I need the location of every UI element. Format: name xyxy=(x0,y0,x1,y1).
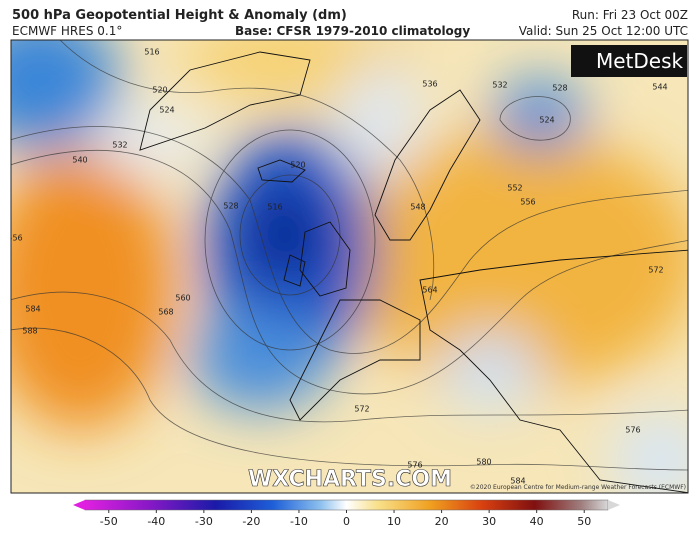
colorbar-end xyxy=(608,500,620,510)
colorbar-tick-label: 30 xyxy=(482,515,496,528)
base: Base: CFSR 1979-2010 climatology xyxy=(235,24,470,38)
contour-label: 528 xyxy=(552,84,567,93)
contour-label: 520 xyxy=(290,161,305,170)
colorbar-tick-label: 50 xyxy=(577,515,591,528)
contour-label: 516 xyxy=(267,203,282,212)
colorbar-tick-label: -40 xyxy=(147,515,165,528)
valid: Valid: Sun 25 Oct 12:00 UTC xyxy=(519,24,688,38)
contour-label: 564 xyxy=(422,286,437,295)
contour-label: 584 xyxy=(510,477,525,486)
colorbar-tick-label: 0 xyxy=(343,515,350,528)
colorbar-tick-label: -30 xyxy=(195,515,213,528)
title: 500 hPa Geopotential Height & Anomaly (d… xyxy=(12,8,347,23)
map-frame xyxy=(10,39,689,494)
contour-label: 556 xyxy=(7,234,22,243)
colorbar: -50 -40 -30 -20 -10 0 10 20 30 40 50 xyxy=(73,499,620,528)
contour-label: 520 xyxy=(152,86,167,95)
colorbar-end xyxy=(73,500,85,510)
contour-label: 524 xyxy=(539,116,554,125)
contour-label: 588 xyxy=(22,327,37,336)
colorbar-tick-label: 20 xyxy=(435,515,449,528)
colorbar-scale xyxy=(84,499,609,511)
watermark-group: MetDesk WXCHARTS.COM ©2020 European Cent… xyxy=(248,45,687,492)
colorbar-tick-label: -50 xyxy=(100,515,118,528)
colorbar-tick-label: 10 xyxy=(387,515,401,528)
contour-label: 516 xyxy=(144,48,159,57)
contour-label: 584 xyxy=(25,305,40,314)
contour-label: 532 xyxy=(492,81,507,90)
map: MetDesk WXCHARTS.COM ©2020 European Cent… xyxy=(7,40,688,493)
contour-label: 528 xyxy=(223,202,238,211)
contour-label: 568 xyxy=(158,308,173,317)
contour-label: 552 xyxy=(507,184,522,193)
contour-label: 576 xyxy=(407,461,422,470)
colorbar-tick-label: -10 xyxy=(290,515,308,528)
watermark: WXCHARTS.COM xyxy=(248,467,452,492)
model: ECMWF HRES 0.1° xyxy=(12,24,122,38)
contour-label: 560 xyxy=(175,294,190,303)
contour-label: 580 xyxy=(476,458,491,467)
colorbar-tick-label: 40 xyxy=(530,515,544,528)
contour-label: 576 xyxy=(625,426,640,435)
contour-label: 544 xyxy=(652,83,667,92)
contour-label: 540 xyxy=(72,156,87,165)
contour-label: 524 xyxy=(159,106,174,115)
contour-label: 556 xyxy=(520,198,535,207)
contour-label: 548 xyxy=(410,203,425,212)
contour-label: 536 xyxy=(422,80,437,89)
run: Run: Fri 23 Oct 00Z xyxy=(572,8,688,22)
colorbar-tick-label: -20 xyxy=(242,515,260,528)
contour-label: 532 xyxy=(112,141,127,150)
contour-label: 572 xyxy=(648,266,663,275)
contour-label: 572 xyxy=(354,405,369,414)
logo: MetDesk xyxy=(596,49,684,73)
credit: ©2020 European Centre for Medium-range W… xyxy=(470,484,686,491)
